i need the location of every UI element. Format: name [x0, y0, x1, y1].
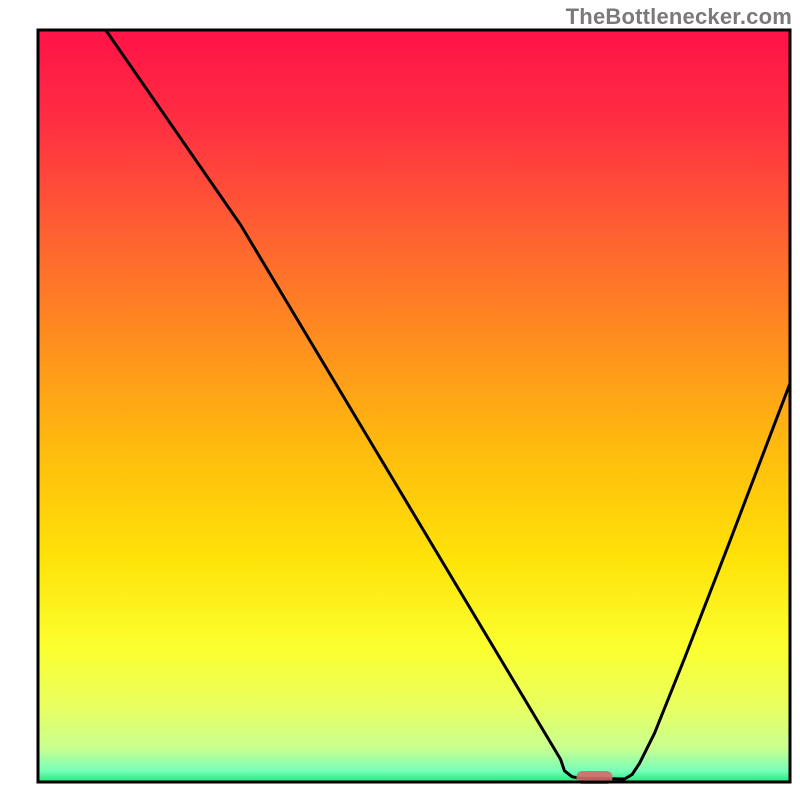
watermark-text: TheBottlenecker.com [566, 4, 792, 30]
bottleneck-chart [0, 0, 800, 800]
gradient-background [38, 30, 790, 782]
